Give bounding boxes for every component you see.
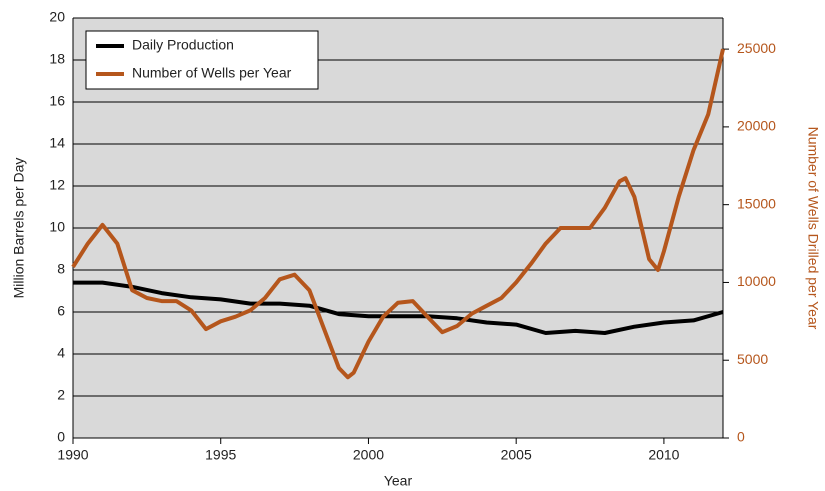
y-tick-label: 6 <box>57 303 65 319</box>
x-tick-label: 1995 <box>205 447 236 463</box>
y-axis-label: Million Barrels per Day <box>11 158 27 299</box>
legend-label: Daily Production <box>132 37 234 53</box>
data-line <box>73 280 724 335</box>
y-tick-label: 0 <box>57 429 65 445</box>
y2-tick-label: 20000 <box>737 118 776 134</box>
y-tick-label: 2 <box>57 387 65 403</box>
legend-label: Number of Wells per Year <box>132 65 292 81</box>
y-tick-label: 20 <box>49 9 65 25</box>
x-tick-label: 2005 <box>501 447 532 463</box>
y-tick-label: 18 <box>49 51 65 67</box>
data-line <box>71 48 725 380</box>
y2-tick-label: 15000 <box>737 195 776 211</box>
legend-box <box>85 30 319 90</box>
y-tick-label: 10 <box>49 219 65 235</box>
y2-tick-label: 10000 <box>737 273 776 289</box>
y2-tick-label: 25000 <box>737 40 776 56</box>
y-tick-label: 16 <box>49 93 65 109</box>
x-tick-label: 2000 <box>353 447 384 463</box>
x-tick-label: 1990 <box>57 447 88 463</box>
y2-tick-label: 0 <box>737 429 745 445</box>
y-tick-label: 12 <box>49 177 65 193</box>
y-tick-label: 14 <box>49 135 65 151</box>
y-tick-label: 8 <box>57 261 65 277</box>
y2-axis-label: Number of Wells Drilled per Year <box>805 127 821 330</box>
y2-tick-label: 5000 <box>737 351 768 367</box>
x-tick-label: 2010 <box>648 447 679 463</box>
y-tick-label: 4 <box>57 345 65 361</box>
x-axis-label: Year <box>384 473 413 489</box>
